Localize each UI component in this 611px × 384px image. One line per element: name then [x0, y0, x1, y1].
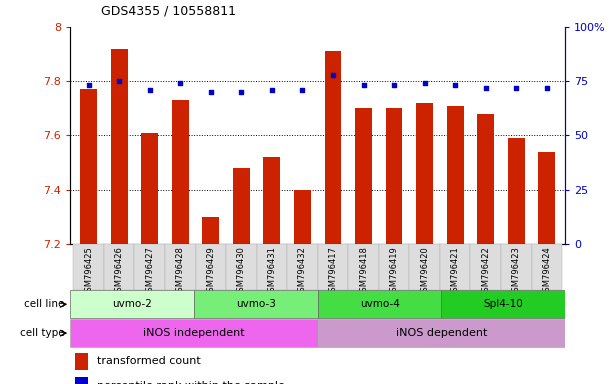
Text: GSM796426: GSM796426	[115, 246, 123, 297]
Bar	[355, 108, 372, 244]
Bar	[386, 108, 403, 244]
Bar	[501, 244, 532, 290]
Point	[511, 84, 521, 91]
Bar	[75, 377, 87, 384]
Bar	[294, 190, 311, 244]
Bar	[80, 89, 97, 244]
Text: GSM796431: GSM796431	[268, 246, 276, 297]
Bar	[538, 152, 555, 244]
Point	[236, 89, 246, 95]
Text: GSM796423: GSM796423	[512, 246, 521, 297]
Point	[420, 80, 430, 86]
Bar	[165, 244, 196, 290]
Text: GDS4355 / 10558811: GDS4355 / 10558811	[101, 4, 236, 17]
Bar	[532, 244, 562, 290]
Point	[542, 84, 552, 91]
Text: transformed count: transformed count	[98, 356, 201, 366]
Bar	[194, 291, 318, 318]
Bar	[379, 244, 409, 290]
Bar	[70, 319, 318, 347]
Point	[298, 87, 307, 93]
Text: uvmo-4: uvmo-4	[360, 299, 400, 310]
Point	[206, 89, 216, 95]
Text: GSM796432: GSM796432	[298, 246, 307, 297]
Text: GSM796419: GSM796419	[390, 246, 398, 297]
Bar	[75, 353, 87, 370]
Bar	[470, 244, 501, 290]
Text: GSM796421: GSM796421	[451, 246, 459, 297]
Bar	[447, 106, 464, 244]
Text: GSM796422: GSM796422	[481, 246, 490, 297]
Text: Spl4-10: Spl4-10	[483, 299, 523, 310]
Text: GSM796427: GSM796427	[145, 246, 154, 297]
Bar	[477, 114, 494, 244]
Bar	[440, 244, 470, 290]
Bar	[508, 138, 525, 244]
Text: GSM796428: GSM796428	[176, 246, 185, 297]
Bar	[416, 103, 433, 244]
Bar	[196, 244, 226, 290]
Bar	[263, 157, 280, 244]
Text: GSM796430: GSM796430	[237, 246, 246, 297]
Text: GSM796429: GSM796429	[207, 246, 215, 297]
Text: cell type: cell type	[20, 328, 64, 338]
Bar	[233, 168, 250, 244]
Point	[481, 84, 491, 91]
Bar	[141, 132, 158, 244]
Point	[114, 78, 124, 84]
Bar	[409, 244, 440, 290]
Text: GSM796420: GSM796420	[420, 246, 429, 297]
Bar	[134, 244, 165, 290]
Point	[175, 80, 185, 86]
Text: uvmo-2: uvmo-2	[112, 299, 152, 310]
Bar	[202, 217, 219, 244]
Text: percentile rank within the sample: percentile rank within the sample	[98, 381, 285, 384]
Point	[84, 83, 93, 89]
Bar	[318, 244, 348, 290]
Bar	[287, 244, 318, 290]
Point	[389, 83, 399, 89]
Text: GSM796424: GSM796424	[543, 246, 551, 297]
Text: uvmo-3: uvmo-3	[236, 299, 276, 310]
Bar	[73, 244, 104, 290]
Bar	[70, 291, 194, 318]
Point	[267, 87, 277, 93]
Bar	[111, 49, 128, 244]
Text: iNOS dependent: iNOS dependent	[396, 328, 487, 338]
Point	[450, 83, 460, 89]
Bar	[104, 244, 134, 290]
Text: GSM796425: GSM796425	[84, 246, 93, 297]
Bar	[318, 319, 565, 347]
Point	[359, 83, 368, 89]
Bar	[257, 244, 287, 290]
Bar	[348, 244, 379, 290]
Bar	[172, 100, 189, 244]
Text: GSM796417: GSM796417	[329, 246, 337, 297]
Bar	[442, 291, 565, 318]
Text: iNOS independent: iNOS independent	[143, 328, 245, 338]
Bar	[226, 244, 257, 290]
Text: GSM796418: GSM796418	[359, 246, 368, 297]
Point	[145, 87, 155, 93]
Point	[328, 71, 338, 78]
Bar	[318, 291, 442, 318]
Text: cell line: cell line	[24, 299, 64, 310]
Bar	[324, 51, 342, 244]
